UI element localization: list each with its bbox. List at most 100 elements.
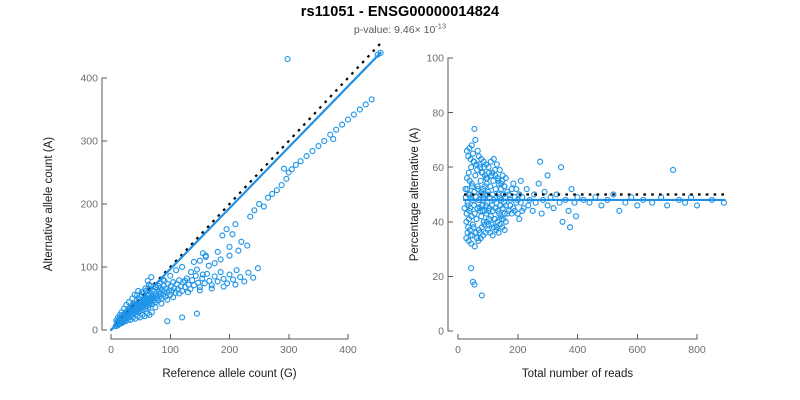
data-point: [250, 274, 257, 281]
data-point: [170, 294, 177, 301]
data-point: [135, 287, 142, 295]
identity-line: [110, 42, 382, 331]
x-tick-label: 200: [509, 344, 527, 356]
figure-header: rs11051 - ENSG00000014824 p-value: 9.46×…: [0, 4, 800, 37]
data-point: [572, 213, 580, 220]
data-point: [523, 185, 530, 193]
data-point: [211, 273, 218, 280]
data-point: [330, 136, 337, 143]
data-point: [538, 210, 545, 217]
subtitle-text: p-value: 9.46× 10: [353, 24, 436, 36]
data-point: [229, 276, 237, 283]
data-points-group: [112, 49, 384, 330]
data-point: [550, 205, 557, 212]
data-point: [566, 224, 574, 231]
data-point: [245, 269, 252, 276]
data-point: [471, 210, 478, 217]
figure-subtitle: p-value: 9.46× 10-13: [0, 22, 800, 37]
data-point: [495, 229, 502, 236]
y-tick-label: 100: [426, 53, 444, 65]
x-tick-label: 600: [628, 344, 646, 356]
data-point: [264, 194, 272, 201]
x-axis-title: Reference allele count (G): [162, 368, 296, 380]
data-point: [471, 243, 478, 250]
data-point: [321, 137, 328, 145]
y-tick-label: 20: [432, 271, 444, 283]
x-tick-label: 100: [161, 344, 179, 356]
data-point: [233, 267, 240, 274]
scatter-panel-right: 0 20 40 60 80 100 0 200 400 600 800 Total number of…: [400, 0, 800, 400]
data-point: [559, 218, 566, 225]
data-point: [497, 185, 505, 193]
axes-group: 0 100 200 300 400 0 100 200 300 400: [80, 73, 356, 356]
data-point: [199, 271, 206, 278]
data-point: [148, 274, 155, 281]
data-point: [471, 125, 478, 133]
data-point: [196, 284, 203, 291]
data-point: [152, 304, 159, 311]
data-point: [502, 175, 509, 182]
data-point: [232, 221, 239, 228]
data-point: [149, 296, 156, 303]
data-point: [158, 300, 165, 307]
data-point: [476, 161, 483, 168]
data-point: [465, 215, 473, 223]
data-point: [468, 142, 475, 149]
data-point: [284, 56, 291, 63]
data-point: [297, 158, 304, 165]
data-point: [488, 172, 495, 179]
data-point: [232, 281, 239, 288]
data-point: [292, 161, 299, 169]
data-point: [184, 289, 192, 296]
data-point: [362, 101, 369, 108]
data-point: [344, 116, 352, 123]
data-point: [516, 215, 523, 223]
y-tick-label: 300: [80, 136, 98, 148]
data-point: [513, 185, 520, 193]
data-point: [179, 314, 186, 321]
data-point: [203, 270, 211, 278]
data-point: [338, 121, 346, 128]
data-point: [192, 272, 199, 279]
data-point: [138, 289, 145, 296]
data-point: [480, 218, 487, 225]
data-point: [485, 215, 493, 223]
data-point: [478, 213, 485, 220]
data-point: [468, 265, 475, 272]
data-point: [187, 268, 195, 276]
data-point: [483, 202, 490, 209]
data-point: [484, 175, 491, 182]
data-point: [167, 272, 174, 279]
y-tick-label: 80: [432, 107, 444, 119]
data-point: [144, 277, 151, 284]
data-point: [273, 187, 280, 194]
data-point: [247, 213, 254, 220]
data-point: [693, 202, 701, 209]
data-point: [517, 177, 524, 184]
data-point: [472, 229, 479, 236]
data-point: [468, 183, 476, 190]
data-point: [492, 185, 499, 193]
data-point: [670, 166, 677, 174]
data-point: [467, 205, 474, 212]
data-point: [211, 260, 218, 267]
data-point: [469, 221, 477, 228]
y-tick-label: 40: [432, 217, 444, 229]
x-tick-label: 0: [108, 344, 114, 356]
data-point: [525, 202, 532, 209]
data-point: [529, 207, 536, 214]
data-point: [537, 158, 544, 165]
data-point: [226, 271, 233, 278]
data-point: [485, 164, 492, 171]
data-point: [377, 49, 384, 56]
data-point: [145, 281, 152, 288]
data-point: [478, 292, 485, 299]
x-tick-label: 400: [339, 344, 357, 356]
data-point: [477, 177, 484, 184]
data-point: [229, 231, 236, 238]
y-tick-label: 0: [92, 325, 98, 337]
data-point: [557, 164, 565, 171]
data-point: [193, 266, 200, 273]
data-point: [115, 314, 122, 321]
